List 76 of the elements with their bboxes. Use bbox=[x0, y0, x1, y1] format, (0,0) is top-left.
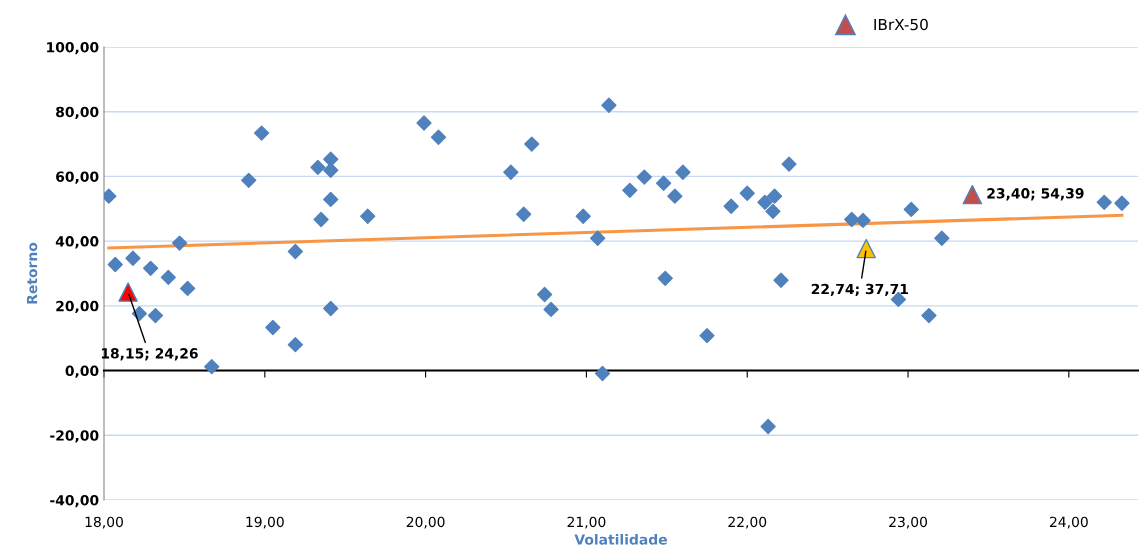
point bbox=[160, 269, 176, 286]
x-tick-label: 19,00 bbox=[246, 516, 284, 529]
point bbox=[773, 272, 789, 288]
point bbox=[360, 208, 376, 224]
point bbox=[241, 172, 257, 188]
point bbox=[622, 182, 638, 198]
point bbox=[757, 194, 773, 210]
point bbox=[516, 206, 532, 222]
y-tick-label: 20,00 bbox=[56, 300, 99, 314]
point bbox=[204, 359, 220, 375]
point bbox=[524, 136, 540, 152]
point bbox=[655, 175, 672, 191]
legend-label: IBrX-50 bbox=[874, 18, 928, 31]
point bbox=[765, 203, 781, 220]
point bbox=[723, 198, 739, 214]
point bbox=[590, 230, 606, 246]
point bbox=[125, 250, 141, 266]
point bbox=[142, 260, 159, 276]
point bbox=[739, 185, 755, 201]
y-tick-label: 0,00 bbox=[65, 365, 99, 378]
y-tick-label: 80,00 bbox=[56, 106, 99, 119]
point bbox=[171, 235, 188, 251]
point bbox=[856, 238, 876, 259]
y-tick-label: -20,00 bbox=[50, 430, 99, 443]
x-tick-label: 20,00 bbox=[406, 516, 445, 529]
point bbox=[636, 169, 652, 185]
point bbox=[844, 211, 860, 228]
point bbox=[760, 418, 776, 435]
point bbox=[594, 365, 611, 382]
point bbox=[1114, 195, 1130, 211]
point bbox=[118, 282, 138, 302]
y-tick-label: 40,00 bbox=[55, 236, 99, 249]
point bbox=[323, 300, 339, 317]
point bbox=[265, 319, 281, 336]
point bbox=[107, 256, 123, 273]
point bbox=[781, 156, 797, 172]
point bbox=[667, 188, 683, 204]
point bbox=[323, 151, 339, 167]
point bbox=[287, 243, 304, 260]
data-label: 18,15; 24,26 bbox=[101, 348, 198, 361]
y-tick-label: 60,00 bbox=[56, 171, 99, 184]
data-label: 23,40; 54,39 bbox=[987, 188, 1084, 201]
y-tick-label: -40,00 bbox=[50, 494, 99, 508]
x-tick-label: 21,00 bbox=[567, 516, 606, 529]
point bbox=[147, 307, 164, 324]
point bbox=[179, 280, 196, 297]
x-tick-label: 22,00 bbox=[728, 516, 767, 529]
point bbox=[323, 191, 339, 208]
point bbox=[699, 327, 715, 344]
x-tick-label: 24,00 bbox=[1049, 516, 1088, 529]
x-tick-label: 18,00 bbox=[85, 516, 123, 529]
y-tick-label: 100,00 bbox=[47, 41, 99, 55]
x-axis-title: Volatilidade bbox=[574, 533, 667, 545]
point bbox=[921, 307, 937, 324]
point bbox=[934, 230, 950, 246]
point bbox=[416, 115, 432, 131]
point bbox=[855, 212, 871, 229]
data-label: 22,74; 37,71 bbox=[811, 283, 908, 297]
point bbox=[253, 125, 270, 141]
point bbox=[287, 337, 304, 353]
point bbox=[962, 184, 983, 205]
point bbox=[766, 188, 783, 204]
point bbox=[313, 211, 329, 228]
point bbox=[310, 159, 326, 176]
point bbox=[601, 97, 617, 113]
point bbox=[575, 208, 591, 224]
point bbox=[1096, 194, 1112, 210]
point bbox=[657, 270, 673, 286]
point bbox=[503, 164, 519, 180]
point bbox=[536, 286, 553, 303]
point bbox=[543, 301, 559, 318]
x-tick-label: 23,00 bbox=[889, 516, 927, 529]
point bbox=[903, 201, 919, 218]
point bbox=[675, 164, 691, 180]
point bbox=[430, 129, 447, 145]
y-axis-title: Retorno bbox=[26, 242, 38, 304]
